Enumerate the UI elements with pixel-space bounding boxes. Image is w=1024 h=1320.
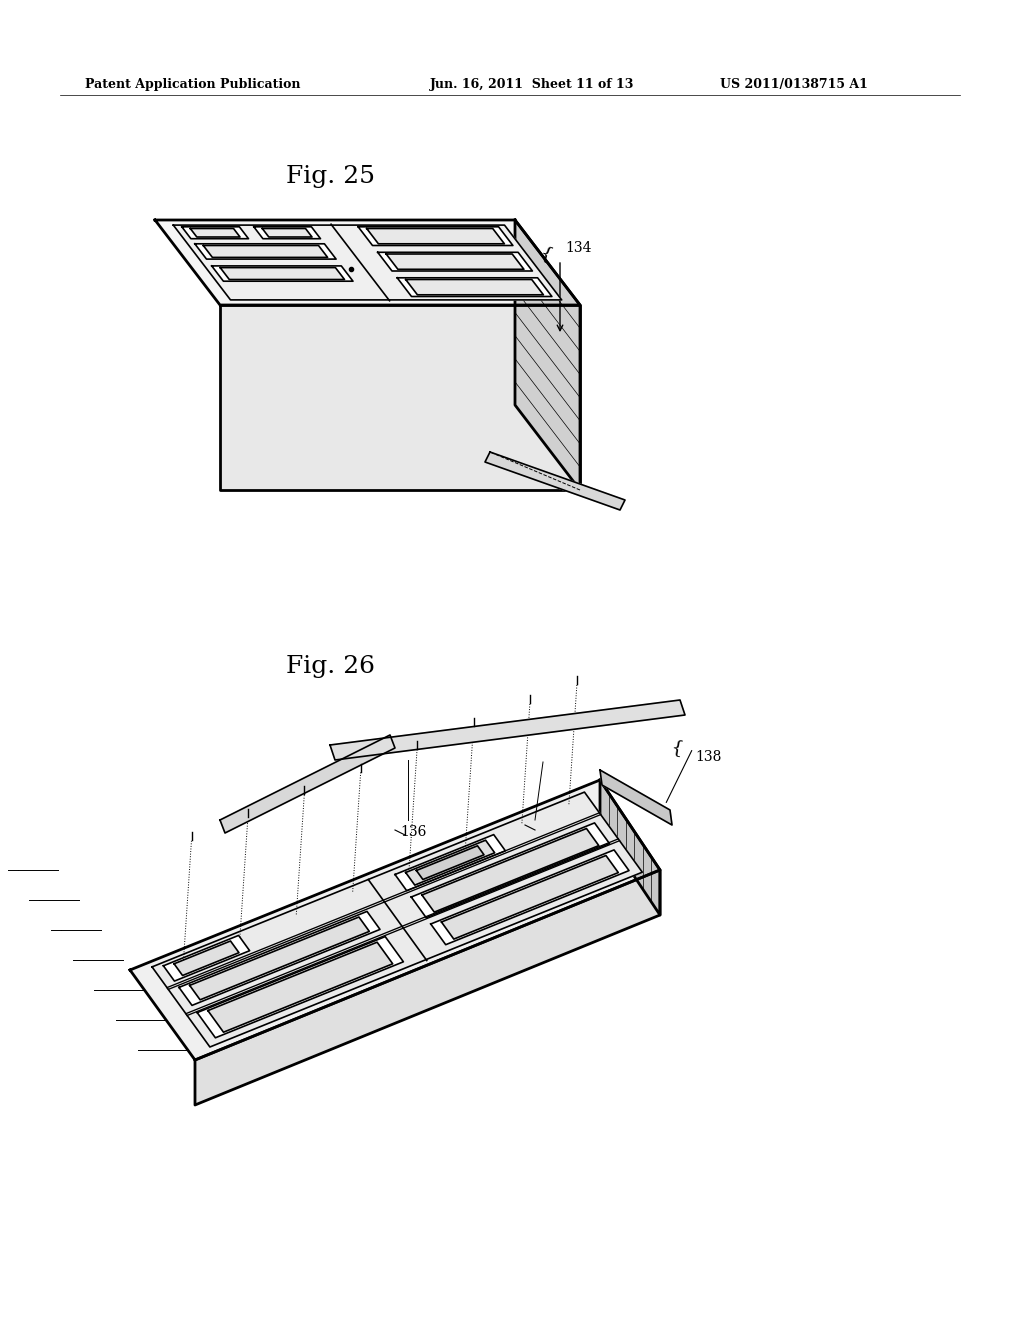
Polygon shape <box>262 228 312 238</box>
Polygon shape <box>173 226 562 300</box>
Text: Jun. 16, 2011  Sheet 11 of 13: Jun. 16, 2011 Sheet 11 of 13 <box>430 78 635 91</box>
Polygon shape <box>378 252 532 271</box>
Polygon shape <box>367 228 505 244</box>
Polygon shape <box>417 846 484 879</box>
Polygon shape <box>395 834 506 891</box>
Polygon shape <box>164 936 250 981</box>
Polygon shape <box>130 780 660 1060</box>
Text: Fig. 25: Fig. 25 <box>286 165 375 187</box>
Polygon shape <box>600 780 660 915</box>
Text: Patent Application Publication: Patent Application Publication <box>85 78 300 91</box>
Polygon shape <box>220 268 344 280</box>
Text: {: { <box>670 738 685 758</box>
Polygon shape <box>254 227 321 239</box>
Polygon shape <box>220 735 395 833</box>
Text: 138: 138 <box>695 750 721 764</box>
Text: 136: 136 <box>530 820 556 834</box>
Polygon shape <box>431 850 629 945</box>
Polygon shape <box>485 451 625 510</box>
Polygon shape <box>204 246 328 257</box>
Polygon shape <box>179 911 380 1006</box>
Polygon shape <box>174 941 239 975</box>
Text: 136: 136 <box>400 825 426 840</box>
Polygon shape <box>441 855 618 939</box>
Text: Fig. 26: Fig. 26 <box>286 655 375 678</box>
Polygon shape <box>155 220 580 305</box>
Polygon shape <box>195 244 336 259</box>
Polygon shape <box>198 937 403 1038</box>
Polygon shape <box>515 220 580 490</box>
Polygon shape <box>358 227 513 246</box>
Polygon shape <box>220 305 580 490</box>
Polygon shape <box>600 770 672 825</box>
Polygon shape <box>406 280 544 294</box>
Polygon shape <box>422 829 599 912</box>
Text: 134: 134 <box>565 242 592 255</box>
Polygon shape <box>152 792 642 1047</box>
Polygon shape <box>397 277 552 297</box>
Polygon shape <box>330 700 685 760</box>
Polygon shape <box>406 841 495 886</box>
Polygon shape <box>190 228 240 238</box>
Text: {: { <box>538 244 555 265</box>
Polygon shape <box>182 227 249 239</box>
Text: US 2011/0138715 A1: US 2011/0138715 A1 <box>720 78 868 91</box>
Polygon shape <box>195 870 660 1105</box>
Polygon shape <box>386 253 524 269</box>
Polygon shape <box>412 822 609 917</box>
Polygon shape <box>189 917 370 999</box>
Polygon shape <box>212 265 353 281</box>
Polygon shape <box>208 942 392 1032</box>
